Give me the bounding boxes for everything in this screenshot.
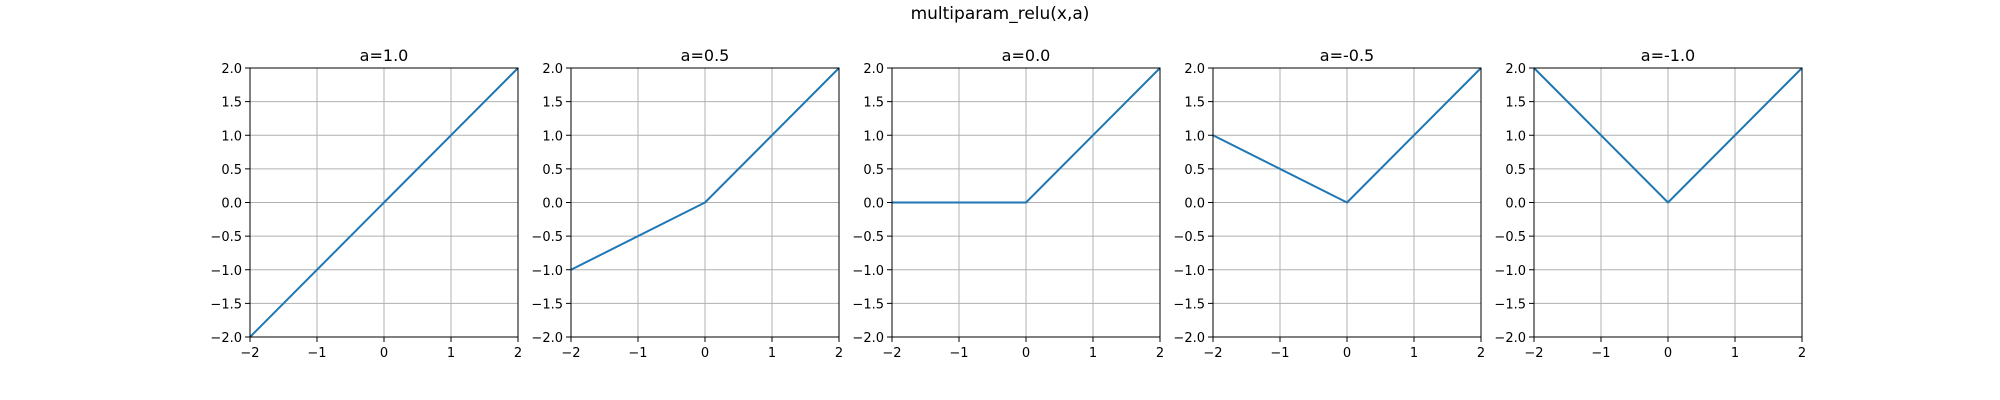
y-tick-label: −1.5 [1173,297,1205,312]
y-tick-label: 1.0 [1184,129,1205,144]
y-tick-label: 2.0 [542,62,563,77]
y-tick-label: −1.5 [210,297,242,312]
x-tick-label: −1 [307,346,326,361]
x-tick-label: −2 [561,346,580,361]
x-tick-label: 0 [1022,346,1030,361]
x-tick-label: 2 [514,346,522,361]
subplot-1: −2 −1 0 1 2 −2.0 −1.5 −1.0 −0.5 0.0 0.5 1.0 1.5 2.0 a=… [210,46,522,361]
y-tick-label: 0.5 [863,163,884,178]
y-tick-label: 1.5 [542,96,563,111]
x-tick-label: 0 [1664,346,1672,361]
subplot-title: a=1.0 [360,46,409,65]
x-tick-label: 1 [1089,346,1097,361]
series-line [570,67,840,271]
y-tick-label: 1.0 [221,129,242,144]
y-tick-label: −1.0 [852,264,884,279]
x-tick-label: −2 [1524,346,1543,361]
subplot-5: −2 −1 0 1 2 −2.0 −1.5 −1.0 −0.5 0.0 0.5 1.0 1.5 2.0 a=… [1494,46,1806,361]
y-tick-label: 2.0 [863,62,884,77]
y-tick-label: −0.5 [1173,230,1205,245]
subplot-2: −2 −1 0 1 2 −2.0 −1.5 −1.0 −0.5 0.0 0.5 1.0 1.5 2.0 a=… [531,46,843,361]
series-line [1533,67,1803,204]
x-tick-label: 2 [1477,346,1485,361]
subplot-title: a=-0.5 [1320,46,1374,65]
subplot-title: a=-1.0 [1641,46,1695,65]
y-tick-label: 1.5 [221,96,242,111]
x-tick-label: 1 [768,346,776,361]
y-tick-label: 1.0 [863,129,884,144]
y-tick-label: 1.0 [542,129,563,144]
y-tick-label: 0.5 [542,163,563,178]
y-tick-label: 2.0 [1505,62,1526,77]
figure-title: multiparam_relu(x,a) [910,4,1090,24]
y-tick-label: −2.0 [1494,331,1526,346]
x-tick-label: −1 [949,346,968,361]
x-tick-label: −2 [882,346,901,361]
y-tick-label: 0.5 [1505,163,1526,178]
x-tick-label: 2 [835,346,843,361]
series-line [1212,67,1482,204]
subplot-title: a=0.5 [681,46,730,65]
y-tick-label: −0.5 [210,230,242,245]
y-tick-label: 0.5 [221,163,242,178]
x-tick-label: 1 [1410,346,1418,361]
x-tick-label: −2 [240,346,259,361]
y-tick-label: 0.0 [1505,197,1526,212]
y-tick-label: −1.0 [210,264,242,279]
y-tick-label: 0.0 [221,197,242,212]
y-tick-label: −0.5 [531,230,563,245]
y-tick-label: −2.0 [1173,331,1205,346]
y-tick-label: 1.5 [1184,96,1205,111]
x-tick-label: 0 [1343,346,1351,361]
y-tick-label: −0.5 [852,230,884,245]
y-tick-label: −1.5 [531,297,563,312]
y-tick-label: −1.5 [1494,297,1526,312]
x-tick-label: −2 [1203,346,1222,361]
y-tick-label: 2.0 [221,62,242,77]
y-tick-label: −1.0 [1494,264,1526,279]
subplot-title: a=0.0 [1002,46,1051,65]
series-line [249,67,519,338]
series-line [892,67,1161,204]
y-tick-label: −1.5 [852,297,884,312]
x-tick-label: −1 [1270,346,1289,361]
y-tick-label: 2.0 [1184,62,1205,77]
y-tick-label: 0.0 [542,197,563,212]
y-tick-label: 1.0 [1505,129,1526,144]
subplot-3: −2 −1 0 1 2 −2.0 −1.5 −1.0 −0.5 0.0 0.5 1.0 1.5 2.0 a=… [852,46,1164,361]
y-tick-label: 0.0 [1184,197,1205,212]
x-tick-label: 0 [701,346,709,361]
x-tick-label: 1 [1731,346,1739,361]
y-tick-label: −0.5 [1494,230,1526,245]
x-tick-label: 2 [1156,346,1164,361]
y-tick-label: −2.0 [531,331,563,346]
y-tick-label: 0.0 [863,197,884,212]
x-tick-label: −1 [1591,346,1610,361]
y-tick-label: 0.5 [1184,163,1205,178]
y-tick-label: 1.5 [1505,96,1526,111]
y-tick-label: 1.5 [863,96,884,111]
x-tick-label: 1 [447,346,455,361]
y-tick-label: −1.0 [531,264,563,279]
y-tick-label: −2.0 [210,331,242,346]
y-tick-label: −1.0 [1173,264,1205,279]
subplot-4: −2 −1 0 1 2 −2.0 −1.5 −1.0 −0.5 0.0 0.5 1.0 1.5 2.0 a=… [1173,46,1485,361]
x-tick-label: 0 [380,346,388,361]
x-tick-label: 2 [1798,346,1806,361]
y-tick-label: −2.0 [852,331,884,346]
x-tick-label: −1 [628,346,647,361]
